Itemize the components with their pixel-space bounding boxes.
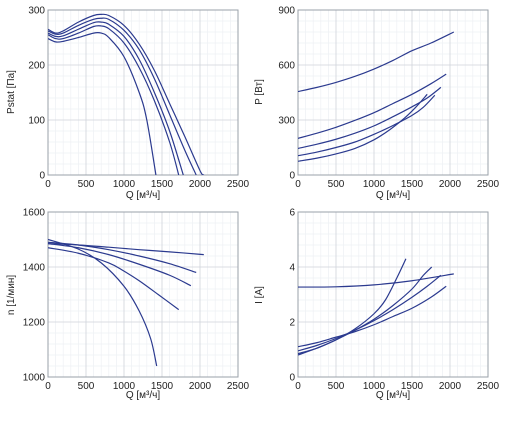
speed-chart-series-line-5 — [48, 238, 158, 367]
pressure-chart-series-line-1 — [48, 13, 205, 175]
current-chart-series-line-5 — [298, 258, 407, 356]
pressure-chart-xtick-label: 1500 — [151, 179, 174, 190]
pressure-chart-ytick-label: 0 — [39, 171, 45, 182]
speed-chart: n [1/мин] Q [м³/ч] 0 500 1000 1500 2000 2500 1… — [6, 208, 250, 402]
power-chart-frame — [297, 9, 489, 176]
current-chart-xtick-label: 500 — [328, 381, 345, 392]
current-chart-series-line-1 — [298, 273, 454, 288]
power-chart-xtick-label: 2500 — [477, 179, 500, 190]
speed-chart-frame — [47, 211, 239, 378]
pressure-chart-frame — [47, 9, 239, 176]
current-chart-ytick-label: 0 — [289, 373, 295, 384]
speed-chart-xtick-label: 0 — [45, 381, 51, 392]
current-chart: I [A] Q [м³/ч] 0 500 1000 1500 2000 2500 0 2 4 6 — [254, 208, 500, 402]
speed-chart-xtick-label: 500 — [78, 381, 95, 392]
pressure-chart-ylabel: Pstat [Па] — [6, 70, 17, 114]
current-chart-series-line-2 — [298, 285, 447, 348]
current-chart-ylabel: I [A] — [254, 286, 265, 304]
power-chart-ytick-label: 900 — [278, 6, 295, 17]
speed-chart-xlabel: Q [м³/ч] — [126, 390, 161, 401]
power-chart-series-line-5 — [298, 93, 428, 162]
current-chart-ytick-label: 4 — [289, 263, 295, 274]
current-chart-xtick-label: 2000 — [439, 381, 462, 392]
power-chart-ytick-label: 600 — [278, 61, 295, 72]
speed-chart-series-line-3 — [48, 243, 192, 287]
power-chart-xtick-label: 500 — [328, 179, 345, 190]
power-chart-ylabel: P [Вт] — [254, 79, 265, 105]
current-chart-xtick-label: 1000 — [363, 381, 386, 392]
power-chart-series-line-3 — [298, 86, 442, 150]
pressure-chart-series-line-2 — [48, 17, 197, 175]
pressure-chart-ytick-label: 300 — [28, 6, 45, 17]
current-chart-xlabel: Q [м³/ч] — [376, 390, 411, 401]
pressure-chart-xlabel: Q [м³/ч] — [126, 190, 161, 201]
power-chart-xtick-label: 1500 — [401, 179, 424, 190]
current-chart-series-line-3 — [298, 274, 442, 352]
current-chart-xtick-label: 2500 — [477, 381, 500, 392]
speed-chart-series-line-2 — [48, 241, 197, 274]
power-chart-series-line-2 — [298, 73, 447, 139]
speed-chart-xtick-label: 1000 — [113, 381, 136, 392]
pressure-chart-plot-area — [48, 10, 238, 175]
speed-chart-ylabel: n [1/мин] — [6, 275, 17, 315]
pressure-chart-xtick-label: 2500 — [227, 179, 250, 190]
current-chart-xtick-label: 1500 — [401, 381, 424, 392]
power-chart-series-line-1 — [298, 31, 455, 93]
power-chart-xtick-label: 2000 — [439, 179, 462, 190]
speed-chart-series-line-4 — [48, 247, 180, 311]
power-chart-xtick-label: 1000 — [363, 179, 386, 190]
power-chart-xlabel: Q [м³/ч] — [376, 190, 411, 201]
speed-chart-xtick-label: 2000 — [189, 381, 212, 392]
pressure-chart-series-line-3 — [48, 21, 184, 175]
pressure-chart-xtick-label: 1000 — [113, 179, 136, 190]
power-chart-xtick-label: 0 — [295, 179, 301, 190]
speed-chart-ytick-label: 1200 — [23, 318, 46, 329]
speed-chart-ytick-label: 1000 — [23, 373, 46, 384]
pressure-chart-ytick-label: 200 — [28, 61, 45, 72]
current-chart-ytick-label: 6 — [289, 208, 295, 219]
pressure-chart-xtick-label: 500 — [78, 179, 95, 190]
current-chart-plot-area — [298, 212, 488, 377]
pressure-chart-xtick-label: 0 — [45, 179, 51, 190]
speed-chart-ytick-label: 1400 — [23, 263, 46, 274]
current-chart-frame — [297, 211, 489, 378]
current-chart-ytick-label: 2 — [289, 318, 295, 329]
speed-chart-plot-area — [48, 212, 238, 377]
current-chart-xtick-label: 0 — [295, 381, 301, 392]
power-chart-ytick-label: 0 — [289, 171, 295, 182]
speed-chart-xtick-label: 1500 — [151, 381, 174, 392]
speed-chart-xtick-label: 2500 — [227, 381, 250, 392]
power-chart: P [Вт] Q [м³/ч] 0 500 1000 1500 2000 2500 0 300… — [254, 6, 500, 202]
pressure-chart-ytick-label: 100 — [28, 116, 45, 127]
pressure-chart-series-line-4 — [48, 25, 180, 175]
pressure-chart-xtick-label: 2000 — [189, 179, 212, 190]
power-chart-series-line-4 — [298, 94, 436, 157]
pressure-chart-series-line-5 — [48, 31, 157, 175]
power-chart-plot-area — [298, 10, 488, 175]
pressure-chart: Pstat [Па] Q [м³/ч] 0 500 1000 1500 2000 2500… — [6, 6, 250, 202]
speed-chart-ytick-label: 1600 — [23, 208, 46, 219]
power-chart-ytick-label: 300 — [278, 116, 295, 127]
